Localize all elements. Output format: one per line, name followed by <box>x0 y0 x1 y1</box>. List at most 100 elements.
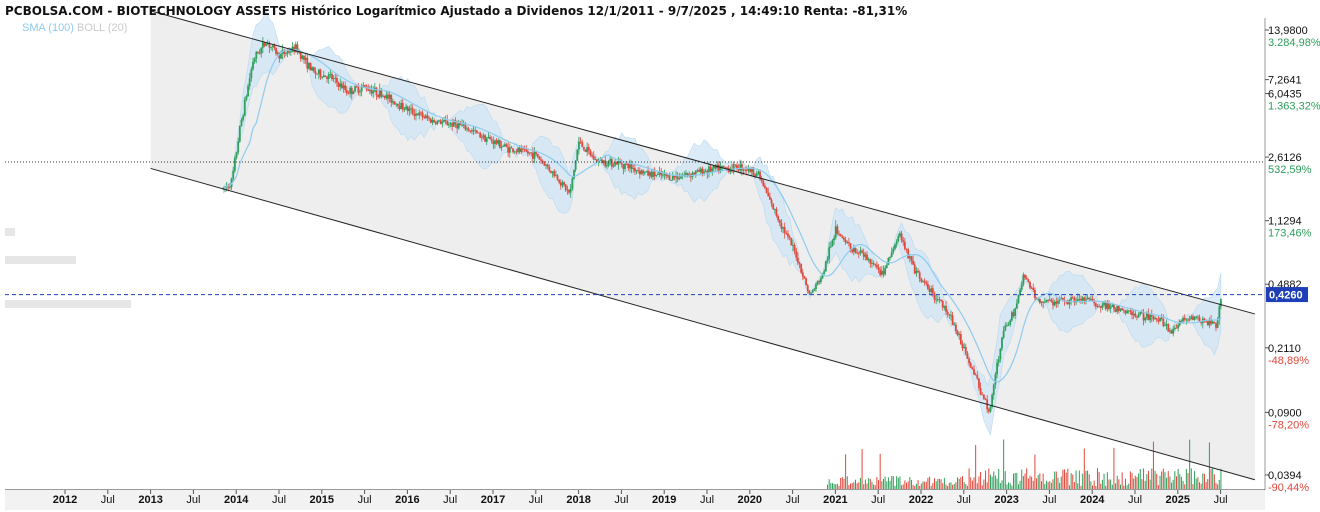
candle-body <box>471 130 473 132</box>
candle-body <box>783 227 786 234</box>
candle-body <box>554 175 557 177</box>
candle-body <box>530 152 533 154</box>
candle-body <box>1215 323 1217 328</box>
candle-body <box>982 394 985 399</box>
candle-body <box>1142 313 1145 321</box>
candle-body <box>433 119 435 123</box>
candle-body <box>1032 287 1035 290</box>
candle-body <box>1050 299 1053 302</box>
candle-body <box>1093 301 1096 304</box>
candle-body <box>1116 305 1119 312</box>
candle-body <box>309 62 312 71</box>
candle-body <box>569 188 572 193</box>
candle-body <box>317 69 320 74</box>
candle-body <box>706 170 709 174</box>
candle-body <box>436 121 439 124</box>
candle-body <box>494 140 496 145</box>
candle-body <box>258 53 261 55</box>
candle-body <box>836 226 839 234</box>
candle-body <box>1014 308 1017 316</box>
candle-body <box>370 89 373 94</box>
candle-body <box>750 167 753 172</box>
candle-body <box>480 137 483 139</box>
candle-body <box>617 160 620 165</box>
candle-body <box>581 141 584 147</box>
candle-body <box>666 175 669 177</box>
candle-body <box>1127 310 1130 312</box>
candle-body <box>385 94 388 98</box>
candle-body <box>1173 327 1176 329</box>
candle-body <box>941 301 944 308</box>
candle-body <box>1034 289 1036 298</box>
candle-body <box>1150 315 1153 317</box>
candle-body <box>953 324 956 326</box>
candle-body <box>829 246 832 248</box>
candle-body <box>629 164 631 169</box>
candle-body <box>301 55 304 59</box>
candle-body <box>816 281 819 285</box>
candle-body <box>400 102 403 110</box>
candle-body <box>798 262 801 264</box>
candle-body <box>438 120 440 122</box>
candle-body <box>507 146 510 153</box>
candle-body <box>736 164 738 170</box>
candle-body <box>558 179 561 183</box>
candle-body <box>653 171 656 177</box>
candle-body <box>467 128 470 131</box>
candle-body <box>525 149 528 152</box>
candle-body <box>928 288 931 293</box>
candle-body <box>935 299 938 301</box>
candle-body <box>1177 325 1180 329</box>
candle-body <box>474 130 477 132</box>
y-tick-label: 13,9800 <box>1268 25 1308 37</box>
candle-body <box>1126 310 1128 314</box>
candle-body <box>568 189 570 193</box>
candle-body <box>757 171 760 174</box>
sma-legend-label[interactable]: SMA (100) <box>22 22 74 34</box>
candle-body <box>940 299 942 302</box>
candle-body <box>245 96 248 100</box>
candle-body <box>782 227 784 229</box>
candle-body <box>780 222 783 229</box>
candle-body <box>275 47 277 54</box>
candle-body <box>489 137 491 140</box>
candle-body <box>1002 330 1005 338</box>
candle-body <box>708 166 710 174</box>
x-tick-label: Jul <box>1214 494 1228 506</box>
candle-body <box>1104 302 1107 310</box>
candle-body <box>665 173 668 177</box>
candle-body <box>601 159 603 164</box>
candle-body <box>364 85 366 87</box>
candle-body <box>974 374 977 376</box>
boll-legend-label[interactable]: BOLL (20) <box>77 22 128 34</box>
candle-body <box>444 120 447 122</box>
candle-body <box>1048 299 1051 301</box>
candle-body <box>255 51 258 59</box>
candle-body <box>271 45 274 47</box>
candle-body <box>699 168 702 173</box>
sma-100-line <box>222 49 1222 383</box>
candle-body <box>831 240 834 247</box>
candle-body <box>260 47 263 54</box>
candle-body <box>354 86 356 92</box>
candle-body <box>663 173 666 175</box>
candle-body <box>311 67 314 71</box>
candle-body <box>854 247 857 253</box>
candle-body <box>1114 308 1117 312</box>
candle-body <box>294 44 297 52</box>
candle-body <box>266 43 269 45</box>
candle-body <box>278 52 281 59</box>
chart-title: PCBOLSA.COM - BIOTECHNOLOGY ASSETS Histó… <box>5 4 908 18</box>
candle-body <box>1208 320 1211 326</box>
candle-body <box>289 51 292 53</box>
candle-body <box>252 61 254 70</box>
candle-body <box>505 144 508 147</box>
candle-body <box>1061 297 1064 301</box>
candle-body <box>803 276 806 279</box>
candle-body <box>900 233 903 241</box>
candle-body <box>579 141 582 143</box>
candle-body <box>913 264 916 274</box>
candle-body <box>347 93 350 95</box>
candle-body <box>576 149 579 161</box>
